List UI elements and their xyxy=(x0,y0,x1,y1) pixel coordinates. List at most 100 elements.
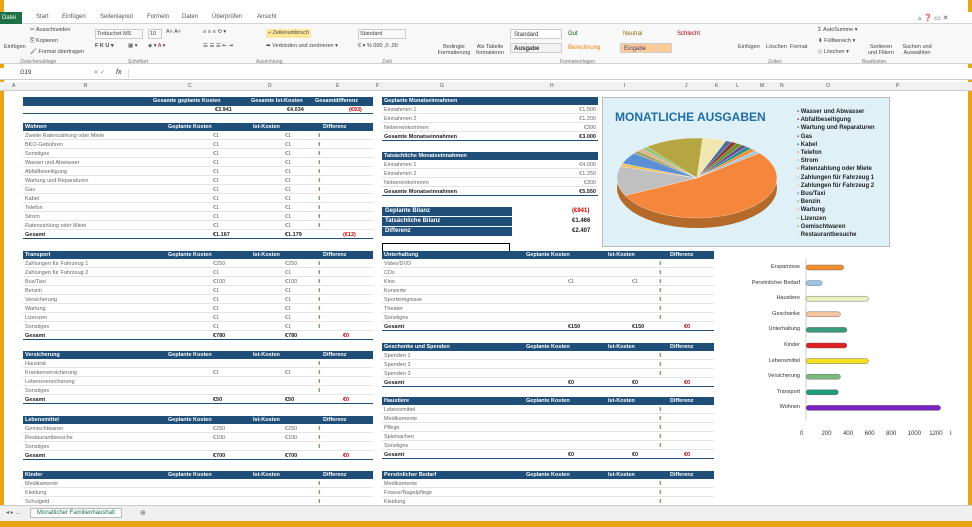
table-row: Gas €1 €1 ⬆ xyxy=(23,186,373,194)
halign-icons[interactable]: ☰ ☰ ☰ ⇤ ⇥ xyxy=(203,43,234,49)
style-output[interactable]: Ausgabe xyxy=(510,43,562,53)
column-header[interactable]: L xyxy=(736,83,739,89)
column-header[interactable]: I xyxy=(624,83,626,89)
column-label: Geplante Kosten xyxy=(168,124,212,130)
tab-review[interactable]: Überprüfen xyxy=(212,14,243,20)
conditional-format-button[interactable]: Bedingte Formatierung xyxy=(437,44,471,56)
insert-cells-button[interactable]: Einfügen xyxy=(738,44,760,50)
status-arrow-icon: ⬆ xyxy=(317,261,322,267)
sheet-tab[interactable]: Monatlicher Familienhaushalt xyxy=(30,508,123,518)
column-header[interactable]: E xyxy=(336,83,340,89)
row-value: €3.000 xyxy=(579,134,596,140)
style-good[interactable]: Gut xyxy=(568,31,578,37)
tab-file[interactable]: Datei xyxy=(0,12,22,24)
summary-header: Gesamte geplante Kosten Gesamte Ist-Koste… xyxy=(23,97,373,106)
clear-button[interactable]: ◇ Löschen ▾ xyxy=(818,49,849,55)
tab-start[interactable]: Start xyxy=(36,14,49,20)
format-as-table-button[interactable]: Als Tabelle formatieren xyxy=(476,44,504,56)
column-header[interactable]: H xyxy=(550,83,554,89)
balance-label: Geplante Bilanz xyxy=(385,208,431,214)
column-header[interactable]: B xyxy=(84,83,88,89)
align-icons[interactable]: ≡ ≡ ≡ ⟲ ▾ xyxy=(203,29,227,35)
style-calc[interactable]: Berechnung xyxy=(568,45,601,51)
format-painter-button[interactable]: 🖌 Format übertragen xyxy=(30,49,85,55)
legend-label: Strom xyxy=(800,158,819,165)
table-row: Sonstiges ⬆ xyxy=(23,443,373,451)
tab-formulas[interactable]: Formeln xyxy=(147,14,170,20)
style-neutral[interactable]: Neutral xyxy=(623,31,643,37)
table-row: Einnahmen 1 €4.000 xyxy=(382,161,598,169)
font-size-select[interactable]: 10 xyxy=(148,29,162,39)
style-input[interactable]: Eingabe xyxy=(620,43,672,53)
cell: Versicherung xyxy=(25,297,58,303)
column-header[interactable]: M xyxy=(760,83,765,89)
column-header[interactable]: A xyxy=(12,83,16,89)
style-standard[interactable]: Standard xyxy=(510,29,562,39)
column-header[interactable]: N xyxy=(780,83,784,89)
add-sheet-icon[interactable]: ⊕ xyxy=(140,510,146,517)
tab-layout[interactable]: Seitenlayout xyxy=(100,14,134,20)
summary-values: €3.941 €4.034 (€93) xyxy=(23,106,373,114)
table-row: Benzin €1 €1 ⬆ xyxy=(23,287,373,295)
cell: Gesamt xyxy=(384,380,405,386)
format-cells-button[interactable]: Format xyxy=(790,44,808,50)
legend-bullet: ▪ xyxy=(797,207,801,214)
column-header[interactable]: J xyxy=(685,83,688,89)
fx-icon[interactable]: fx xyxy=(116,69,122,76)
bold-italic-underline[interactable]: F K U ▾ xyxy=(95,43,114,49)
table-title: Transport xyxy=(25,252,51,258)
tab-insert[interactable]: Einfügen xyxy=(62,14,86,20)
column-header[interactable]: O xyxy=(826,83,830,89)
legend-item: ▪ Telefon xyxy=(797,149,875,157)
tab-data[interactable]: Daten xyxy=(182,14,199,20)
cancel-enter-icons[interactable]: : ✕ ✓ xyxy=(90,70,106,76)
sheet-nav-icons[interactable]: ◂ ▸ ... xyxy=(6,510,21,516)
column-header[interactable]: D xyxy=(268,83,272,89)
legend-bullet: ▪ xyxy=(797,141,801,148)
cell: Haustrat xyxy=(25,361,46,367)
cell: €0 xyxy=(343,397,350,403)
find-select-button[interactable]: Suchen und Auswählen xyxy=(902,44,932,56)
currency-icons[interactable]: € ▾ % 000 ,0 ,00 xyxy=(358,43,398,49)
bar xyxy=(805,311,841,317)
status-arrow-icon: ⬆ xyxy=(658,490,663,496)
help-icons[interactable]: ▵ ❓ ▭ ✕ xyxy=(918,15,949,22)
border-icon[interactable]: ▦ ▾ xyxy=(128,43,138,49)
bar-label: Kinder xyxy=(784,342,800,348)
cut-button[interactable]: ✂ Ausschneiden xyxy=(30,27,71,33)
column-header[interactable]: K xyxy=(715,83,719,89)
formula-input[interactable] xyxy=(128,69,958,78)
copy-button[interactable]: ⎘ Kopieren xyxy=(30,38,58,44)
table-row: Kabel €1 €1 ⬆ xyxy=(23,195,373,203)
number-format-select[interactable]: Standard xyxy=(358,29,406,39)
status-arrow-icon: ⬆ xyxy=(317,426,322,432)
row-label: Gesamte Monatseinnahmen xyxy=(384,189,458,195)
fill-button[interactable]: ⬇ Füllbereich ▾ xyxy=(818,38,856,44)
status-arrow-icon: ⬆ xyxy=(317,187,322,193)
table-row: Lizenzen €1 €1 ⬆ xyxy=(23,314,373,322)
autosum-button[interactable]: Σ AutoSumme ▾ xyxy=(818,27,858,33)
status-arrow-icon: ⬆ xyxy=(317,370,322,376)
grow-font-icon[interactable]: A˄ A˅ xyxy=(166,29,181,35)
delete-cells-button[interactable]: Löschen xyxy=(766,44,787,50)
cell: Medikamente xyxy=(384,416,418,422)
bar-chart: 0 200 400 600 800 1000 1200 lap xyxy=(800,259,952,437)
cell: €1 xyxy=(213,297,220,303)
worksheet[interactable]: Gesamte geplante Kosten Gesamte Ist-Koste… xyxy=(4,91,968,506)
font-select[interactable]: Trebuchet MS xyxy=(95,29,143,39)
column-header[interactable]: C xyxy=(188,83,192,89)
merge-button[interactable]: ⬌ Verbinden und zentrieren ▾ xyxy=(266,43,338,49)
column-header[interactable]: P xyxy=(896,83,900,89)
wrap-text-button[interactable]: ⤶ Zeilenumbruch xyxy=(266,29,311,38)
tab-view[interactable]: Ansicht xyxy=(257,14,277,20)
column-header[interactable]: F xyxy=(376,83,380,89)
table-row: Pflege ⬆ xyxy=(382,424,714,432)
style-bad[interactable]: Schlecht xyxy=(677,31,701,37)
sort-filter-button[interactable]: Sortieren und Filtern xyxy=(868,44,894,56)
name-box[interactable]: G19 xyxy=(20,70,32,76)
table-row: Konzerte ⬆ xyxy=(382,287,714,295)
fill-color-icon[interactable]: ◈ ▾ A ▾ xyxy=(148,43,166,49)
cell: €1 xyxy=(213,133,220,139)
paste-button[interactable]: Einfügen xyxy=(4,44,26,50)
column-header[interactable]: G xyxy=(440,83,444,89)
